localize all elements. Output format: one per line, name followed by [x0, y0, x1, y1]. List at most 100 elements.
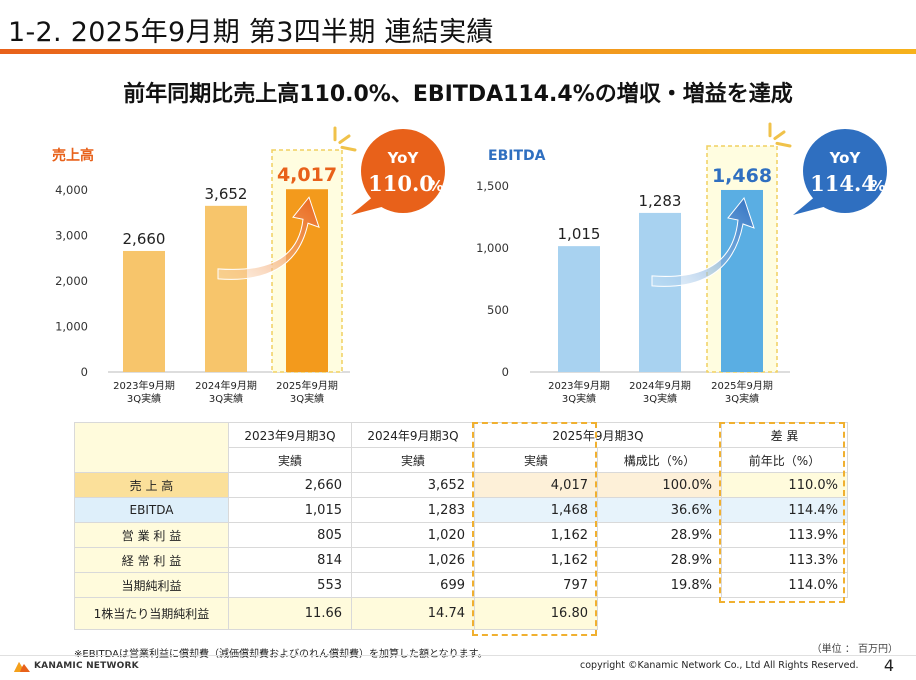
sparkle-line — [338, 134, 351, 144]
logo-mark-icon — [14, 662, 30, 672]
header-diff: 差 異 — [721, 422, 848, 448]
row-label: 当期純利益 — [74, 572, 229, 598]
chart-title: 売上高 — [52, 147, 94, 164]
y-tick-label: 0 — [502, 365, 509, 379]
row-label: 経 常 利 益 — [74, 547, 229, 573]
header-yoy: 前年比（%） — [721, 447, 848, 473]
cell-2024: 1,283 — [351, 497, 475, 523]
title-rule — [0, 49, 916, 54]
results-table: 2023年9月期3Q 2024年9月期3Q 2025年9月期3Q 差 異 実績 … — [74, 422, 848, 630]
header-fy2024: 2024年9月期3Q — [351, 422, 475, 448]
row-label: 売 上 高 — [74, 472, 229, 498]
table-header-row-1: 2023年9月期3Q 2024年9月期3Q 2025年9月期3Q 差 異 — [74, 422, 848, 473]
y-tick-label: 1,000 — [476, 241, 509, 255]
cell-2023: 1,015 — [228, 497, 352, 523]
sales-chart: 売上高01,0002,0003,0004,0002,6602023年9月期3Q実… — [52, 126, 445, 405]
unit-note: （単位 ： 百万円） — [811, 644, 898, 655]
bar-value-label: 4,017 — [277, 164, 337, 186]
cell-empty — [722, 598, 848, 630]
y-tick-label: 4,000 — [55, 183, 88, 197]
header-actual-2025: 実績 — [474, 447, 598, 473]
cell-2024: 699 — [351, 572, 475, 598]
cell-2025: 1,162 — [474, 522, 598, 548]
cell-2023: 2,660 — [228, 472, 352, 498]
x-category-label: 2024年9月期 — [629, 379, 691, 392]
bar — [205, 205, 247, 372]
header-actual-2024: 実績 — [351, 447, 475, 473]
sparkle-line — [773, 130, 786, 140]
yoy-bubble — [803, 129, 887, 213]
table-corner — [74, 422, 229, 473]
footnote: ※EBITDAは営業利益に償却費（減価償却費およびのれん償却費）を加算した額とな… — [74, 645, 488, 660]
bar — [123, 250, 165, 372]
cell-2025: 797 — [474, 572, 598, 598]
yoy-unit: % — [428, 177, 443, 195]
y-tick-label: 500 — [487, 303, 509, 317]
sparkle-line — [340, 145, 357, 152]
ebitda-chart: EBITDA05001,0001,5001,0152023年9月期3Q実績1,2… — [476, 122, 887, 405]
y-tick-label: 1,500 — [476, 179, 509, 193]
bar-value-label: 1,468 — [712, 165, 772, 187]
cell-yoy: 114.4% — [721, 497, 848, 523]
copyright: copyright ©Kanamic Network Co., Ltd All … — [580, 660, 859, 671]
x-category-label: 3Q実績 — [209, 392, 243, 405]
cell-ratio: 28.9% — [597, 547, 722, 573]
x-category-label: 3Q実績 — [290, 392, 324, 405]
header-fy2023: 2023年9月期3Q — [228, 422, 352, 448]
cell-2023: 553 — [228, 572, 352, 598]
x-category-label: 2025年9月期 — [711, 379, 773, 392]
charts-canvas: 売上高01,0002,0003,0004,0002,6602023年9月期3Q実… — [52, 122, 887, 405]
bar-value-label: 1,283 — [639, 192, 682, 210]
row-label: 営 業 利 益 — [74, 522, 229, 548]
cell-2023: 805 — [228, 522, 352, 548]
yoy-value: 110.0 — [368, 171, 434, 196]
yoy-value: 114.4 — [810, 171, 876, 196]
slide-title: 1-2. 2025年9月期 第3四半期 連結実績 — [8, 17, 494, 48]
yoy-unit: % — [870, 177, 885, 195]
bar — [639, 212, 681, 372]
yoy-bubble — [361, 129, 445, 213]
table-row-ebitda: EBITDA 1,015 1,283 1,468 36.6% 114.4% — [74, 497, 848, 523]
x-category-label: 3Q実績 — [562, 392, 596, 405]
x-category-label: 2025年9月期 — [276, 379, 338, 392]
cell-yoy: 110.0% — [721, 472, 848, 498]
header-fy2025: 2025年9月期3Q — [474, 422, 722, 448]
page-number: 4 — [883, 656, 894, 675]
bar — [558, 246, 600, 372]
footer-rule — [0, 655, 916, 656]
table-header-row-2: 実績 実績 実績 構成比（%） 前年比（%） — [75, 447, 848, 473]
cell-2023: 814 — [228, 547, 352, 573]
cell-2024: 3,652 — [351, 472, 475, 498]
y-tick-label: 1,000 — [55, 320, 88, 334]
y-tick-label: 2,000 — [55, 274, 88, 288]
bar-value-label: 3,652 — [205, 185, 248, 203]
x-category-label: 3Q実績 — [725, 392, 759, 405]
cell-ratio: 19.8% — [597, 572, 722, 598]
headline: 前年同期比売上高110.0%、EBITDA114.4%の増収・増益を達成 — [123, 82, 793, 107]
table-row-ordinary-profit: 経 常 利 益 814 1,026 1,162 28.9% 113.3% — [74, 547, 848, 573]
y-tick-label: 0 — [81, 365, 88, 379]
cell-ratio: 36.6% — [597, 497, 722, 523]
bar-value-label: 1,015 — [558, 225, 601, 243]
company-logo: KANAMIC NETWORK — [14, 660, 139, 672]
cell-2024: 1,026 — [351, 547, 475, 573]
row-label: EBITDA — [74, 497, 229, 523]
y-tick-label: 3,000 — [55, 229, 88, 243]
cell-2025: 1,468 — [474, 497, 598, 523]
yoy-label: YoY — [387, 149, 420, 167]
cell-2024: 14.74 — [351, 597, 475, 630]
cell-2024: 1,020 — [351, 522, 475, 548]
bar-value-label: 2,660 — [123, 230, 166, 248]
table-row-operating-profit: 営 業 利 益 805 1,020 1,162 28.9% 113.9% — [74, 522, 848, 548]
cell-yoy: 114.0% — [721, 572, 848, 598]
table-row-net-income: 当期純利益 553 699 797 19.8% 114.0% — [74, 572, 848, 598]
header-actual-2023: 実績 — [228, 447, 352, 473]
cell-ratio: 28.9% — [597, 522, 722, 548]
cell-2025: 1,162 — [474, 547, 598, 573]
table-row-sales: 売 上 高 2,660 3,652 4,017 100.0% 110.0% — [74, 472, 848, 498]
table-row-eps: 1株当たり当期純利益 11.66 14.74 16.80 — [74, 597, 848, 630]
company-name: KANAMIC NETWORK — [34, 661, 139, 671]
x-category-label: 2023年9月期 — [548, 379, 610, 392]
growth-arrow — [651, 196, 755, 287]
yoy-label: YoY — [829, 149, 862, 167]
